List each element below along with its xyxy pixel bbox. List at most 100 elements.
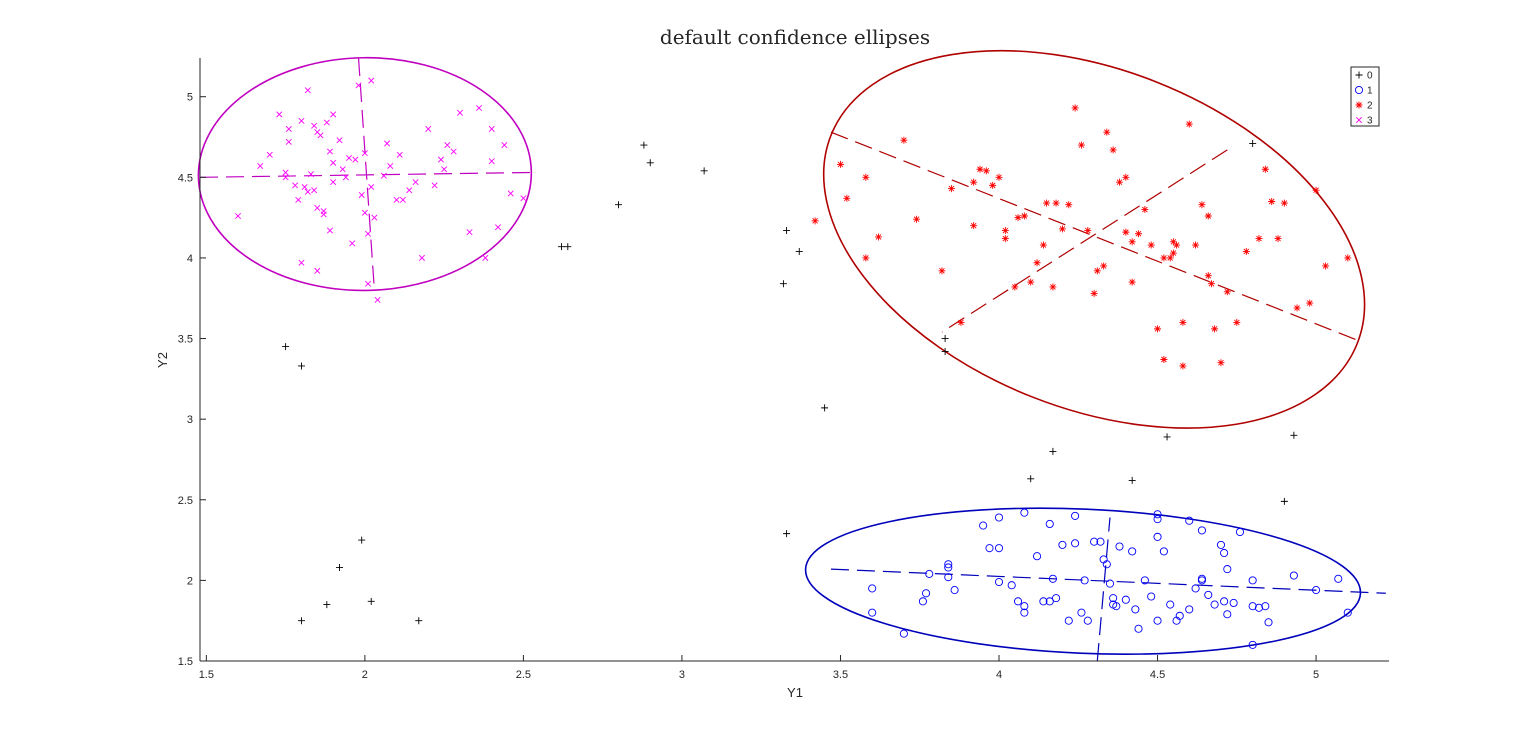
- data-point: [1217, 359, 1225, 367]
- data-point: [957, 318, 965, 326]
- data-point: [1115, 542, 1124, 551]
- legend-label: 0: [1367, 71, 1373, 82]
- data-point: [989, 181, 997, 189]
- y-ticks: 1.5 2 2.5 3 3.5 4 4.5 5: [178, 92, 206, 668]
- data-point: [976, 165, 984, 173]
- data-point: [1096, 537, 1105, 546]
- legend-label: 2: [1367, 101, 1373, 112]
- data-point: [520, 195, 527, 202]
- data-point: [292, 182, 299, 189]
- legend-label: 3: [1367, 116, 1373, 127]
- data-point: [1141, 206, 1149, 214]
- data-point: [399, 196, 406, 203]
- data-point: [1290, 431, 1298, 439]
- data-point: [441, 166, 448, 173]
- data-point: [482, 254, 489, 261]
- data-point: [836, 160, 844, 168]
- data-point: [843, 194, 851, 202]
- data-point: [1343, 608, 1352, 617]
- data-point: [235, 212, 242, 220]
- data-point: [944, 560, 953, 569]
- data-point: [456, 109, 464, 116]
- data-point: [298, 259, 305, 266]
- data-point: [1261, 165, 1269, 173]
- data-point: [361, 150, 368, 157]
- data-point: [495, 224, 502, 231]
- y-tick-label: 3.5: [178, 334, 193, 346]
- legend-box: [1350, 66, 1380, 127]
- data-point: [862, 173, 870, 181]
- data-point: [368, 77, 375, 84]
- data-point: [1134, 624, 1143, 633]
- data-point: [1255, 235, 1263, 243]
- data-point: [1264, 618, 1273, 627]
- data-point: [282, 169, 289, 176]
- data-point: [1065, 201, 1073, 209]
- data-point: [1147, 592, 1156, 601]
- data-point: [1045, 519, 1054, 529]
- data-point: [1293, 304, 1301, 312]
- data-point: [783, 530, 791, 538]
- data-point: [1248, 640, 1257, 649]
- data-point: [304, 87, 311, 94]
- data-point: [1020, 508, 1029, 517]
- data-point: [564, 243, 572, 251]
- x-tick-label: 1.5: [199, 669, 214, 681]
- data-point: [1039, 241, 1047, 249]
- data-point: [406, 187, 413, 194]
- data-point: [285, 125, 292, 132]
- data-point: [1153, 532, 1162, 541]
- data-point: [1204, 590, 1213, 599]
- legend-marker: [1355, 116, 1363, 124]
- data-point: [1169, 238, 1177, 246]
- ellipse-major-axis-2: [830, 131, 1358, 341]
- x-tick-label: 5: [1313, 669, 1319, 681]
- data-point: [1306, 299, 1314, 307]
- y-tick-label: 4: [187, 253, 193, 265]
- data-point: [330, 179, 337, 186]
- data-point: [276, 111, 283, 118]
- data-point: [938, 267, 946, 275]
- data-point: [1001, 235, 1009, 243]
- ellipse-major-axis-1: [830, 568, 1386, 594]
- data-point: [1115, 178, 1123, 186]
- data-point: [1045, 597, 1054, 606]
- data-point: [1052, 594, 1061, 603]
- data-point: [1007, 581, 1016, 590]
- data-point: [301, 183, 308, 191]
- data-point: [1223, 565, 1232, 574]
- data-point: [320, 208, 327, 215]
- ellipse-minor-axis-1: [1096, 517, 1111, 662]
- data-point: [358, 536, 366, 544]
- data-point: [1020, 608, 1029, 617]
- data-point: [295, 196, 302, 203]
- data-point: [1249, 139, 1257, 147]
- data-point: [779, 280, 787, 288]
- data-point: [947, 185, 955, 193]
- data-point: [314, 267, 321, 274]
- data-point: [358, 192, 365, 199]
- data-point: [1071, 511, 1080, 520]
- data-point: [323, 119, 330, 126]
- data-point: [365, 230, 372, 237]
- data-point: [1131, 605, 1140, 614]
- data-point: [298, 117, 305, 124]
- data-point: [1160, 254, 1168, 262]
- data-point: [941, 335, 949, 343]
- data-point: [1169, 249, 1177, 257]
- data-point: [1039, 597, 1048, 606]
- data-point: [317, 132, 324, 139]
- data-point: [1233, 318, 1241, 326]
- data-point: [393, 196, 400, 203]
- data-point: [336, 563, 344, 571]
- ellipse-series-3: [197, 56, 533, 292]
- data-point: [941, 347, 949, 355]
- data-point: [415, 617, 423, 625]
- data-point: [1122, 228, 1130, 236]
- data-point: [1223, 288, 1231, 296]
- data-point: [615, 201, 623, 209]
- x-tick-label: 4: [996, 669, 1002, 681]
- data-point: [431, 182, 438, 189]
- data-point: [1312, 186, 1320, 194]
